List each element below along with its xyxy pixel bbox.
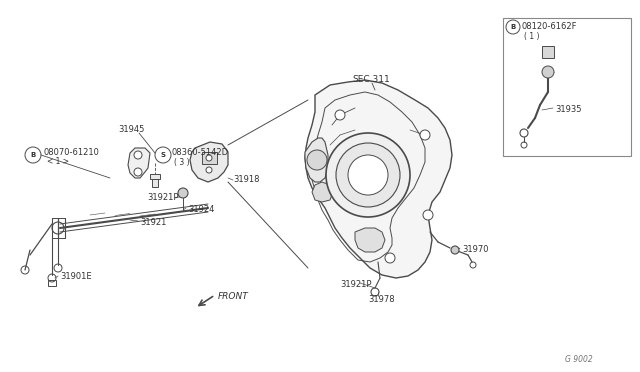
Circle shape xyxy=(420,130,430,140)
Text: 31978: 31978 xyxy=(368,295,395,304)
Circle shape xyxy=(335,110,345,120)
Circle shape xyxy=(307,150,327,170)
Text: < 1 >: < 1 > xyxy=(47,157,69,166)
Circle shape xyxy=(178,188,188,198)
Circle shape xyxy=(134,168,142,176)
Polygon shape xyxy=(190,142,228,182)
Polygon shape xyxy=(305,138,328,182)
Text: ( 1 ): ( 1 ) xyxy=(524,32,540,41)
Text: FRONT: FRONT xyxy=(218,292,249,301)
Text: 08360-5142D: 08360-5142D xyxy=(172,148,229,157)
Text: SEC.311: SEC.311 xyxy=(352,75,390,84)
Bar xyxy=(542,46,554,58)
Circle shape xyxy=(326,133,410,217)
Text: G 9002: G 9002 xyxy=(565,355,593,364)
Polygon shape xyxy=(355,228,385,252)
Circle shape xyxy=(206,155,212,161)
Text: 31970: 31970 xyxy=(462,245,488,254)
Text: 31918: 31918 xyxy=(233,175,259,184)
Text: B: B xyxy=(510,24,516,30)
Text: 31924: 31924 xyxy=(188,205,214,214)
Text: 31935: 31935 xyxy=(555,105,582,114)
Bar xyxy=(48,280,56,286)
Text: 08120-6162F: 08120-6162F xyxy=(522,22,577,31)
Circle shape xyxy=(206,167,212,173)
Text: 31921: 31921 xyxy=(140,218,166,227)
Polygon shape xyxy=(312,182,333,202)
Text: S: S xyxy=(161,152,166,158)
Circle shape xyxy=(423,210,433,220)
Circle shape xyxy=(542,66,554,78)
Polygon shape xyxy=(128,148,150,178)
Text: 08070-61210: 08070-61210 xyxy=(43,148,99,157)
Text: B: B xyxy=(30,152,36,158)
Text: 31945: 31945 xyxy=(118,125,145,134)
Bar xyxy=(150,174,160,179)
Circle shape xyxy=(385,253,395,263)
Text: 31901E: 31901E xyxy=(60,272,92,281)
Circle shape xyxy=(336,143,400,207)
Bar xyxy=(202,152,217,164)
Circle shape xyxy=(451,246,459,254)
Bar xyxy=(503,18,631,156)
Polygon shape xyxy=(305,80,452,278)
Circle shape xyxy=(348,155,388,195)
Text: ( 3 ): ( 3 ) xyxy=(174,158,189,167)
Bar xyxy=(152,179,158,187)
Circle shape xyxy=(134,151,142,159)
Text: 31921P: 31921P xyxy=(340,280,371,289)
Text: 31921P: 31921P xyxy=(147,193,179,202)
